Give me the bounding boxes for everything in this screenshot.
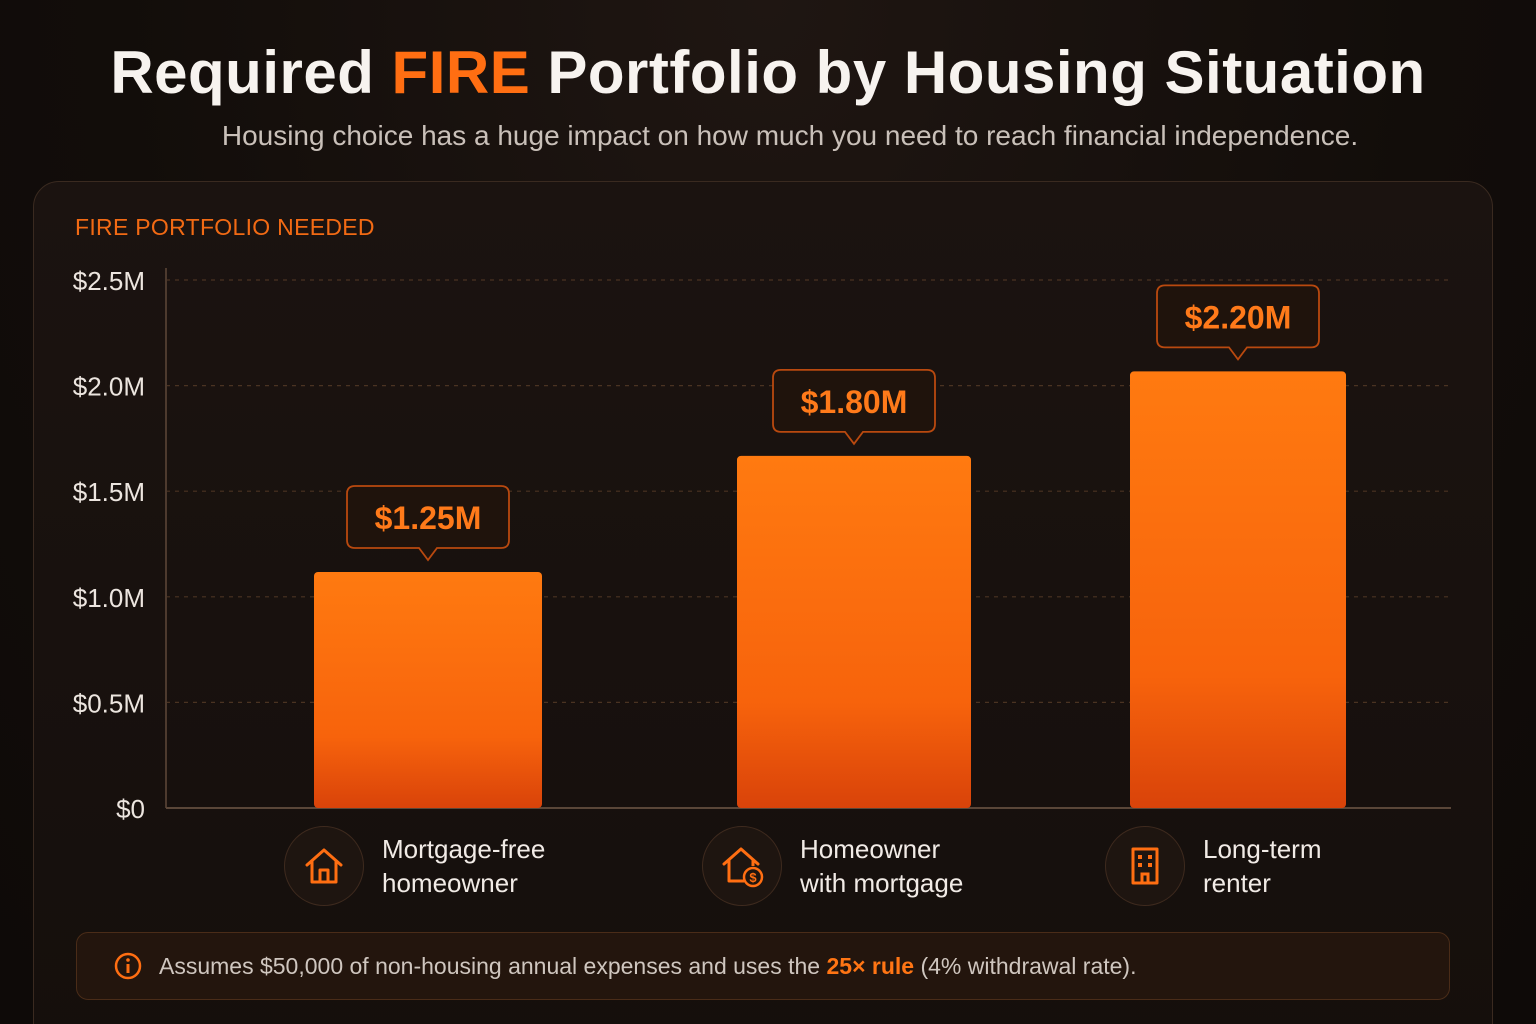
category-label-line2: renter [1203,868,1271,898]
title-suffix: Portfolio by Housing Situation [530,39,1426,106]
bar [737,455,971,808]
y-tick-label: $2.0M [73,372,145,402]
note-text-after: (4% withdrawal rate). [914,952,1137,979]
svg-text:$: $ [749,870,757,885]
data-label-callout: $1.80M [772,368,936,446]
category-mortgage-free: Mortgage-free homeowner [284,826,602,906]
data-label-callout: $1.25M [346,485,510,562]
category-label-line1: Long-term [1203,834,1322,864]
data-label: $2.20M [1185,299,1292,335]
category-with-mortgage: $ Homeowner with mortgage [702,826,1020,906]
y-tick-label: $2.5M [73,266,145,296]
category-renter: Long-term renter [1105,826,1423,906]
y-axis-title: FIRE PORTFOLIO NEEDED [75,214,375,240]
y-tick-label: $1.5M [73,477,145,507]
y-tick-label: $1.0M [73,583,145,613]
house-icon [284,826,364,906]
note-text-before: Assumes $50,000 of non-housing annual ex… [159,952,827,979]
y-tick-label: $0 [116,794,145,824]
bar [1130,371,1346,808]
data-label: $1.80M [801,384,908,420]
title-prefix: Required [110,39,392,106]
chart-title: Required FIRE Portfolio by Housing Situa… [0,38,1536,107]
assumption-note: Assumes $50,000 of non-housing annual ex… [76,932,1450,1000]
title-accent: FIRE [391,39,531,106]
note-highlight: 25× rule [826,952,915,979]
data-label-callout: $2.20M [1156,284,1320,361]
category-label-line1: Homeowner [800,834,941,864]
data-label: $1.25M [375,500,482,536]
category-label-line1: Mortgage-free [382,834,546,864]
bar [314,572,542,808]
house-dollar-icon: $ [702,826,782,906]
building-icon [1105,826,1185,906]
chart-subtitle: Housing choice has a huge impact on how … [221,120,1359,151]
note-text: Assumes $50,000 of non-housing annual ex… [159,953,1137,980]
category-label-line2: with mortgage [800,868,964,898]
y-tick-label: $0.5M [73,688,145,718]
category-label-line2: homeowner [382,868,518,898]
info-icon [113,951,143,981]
